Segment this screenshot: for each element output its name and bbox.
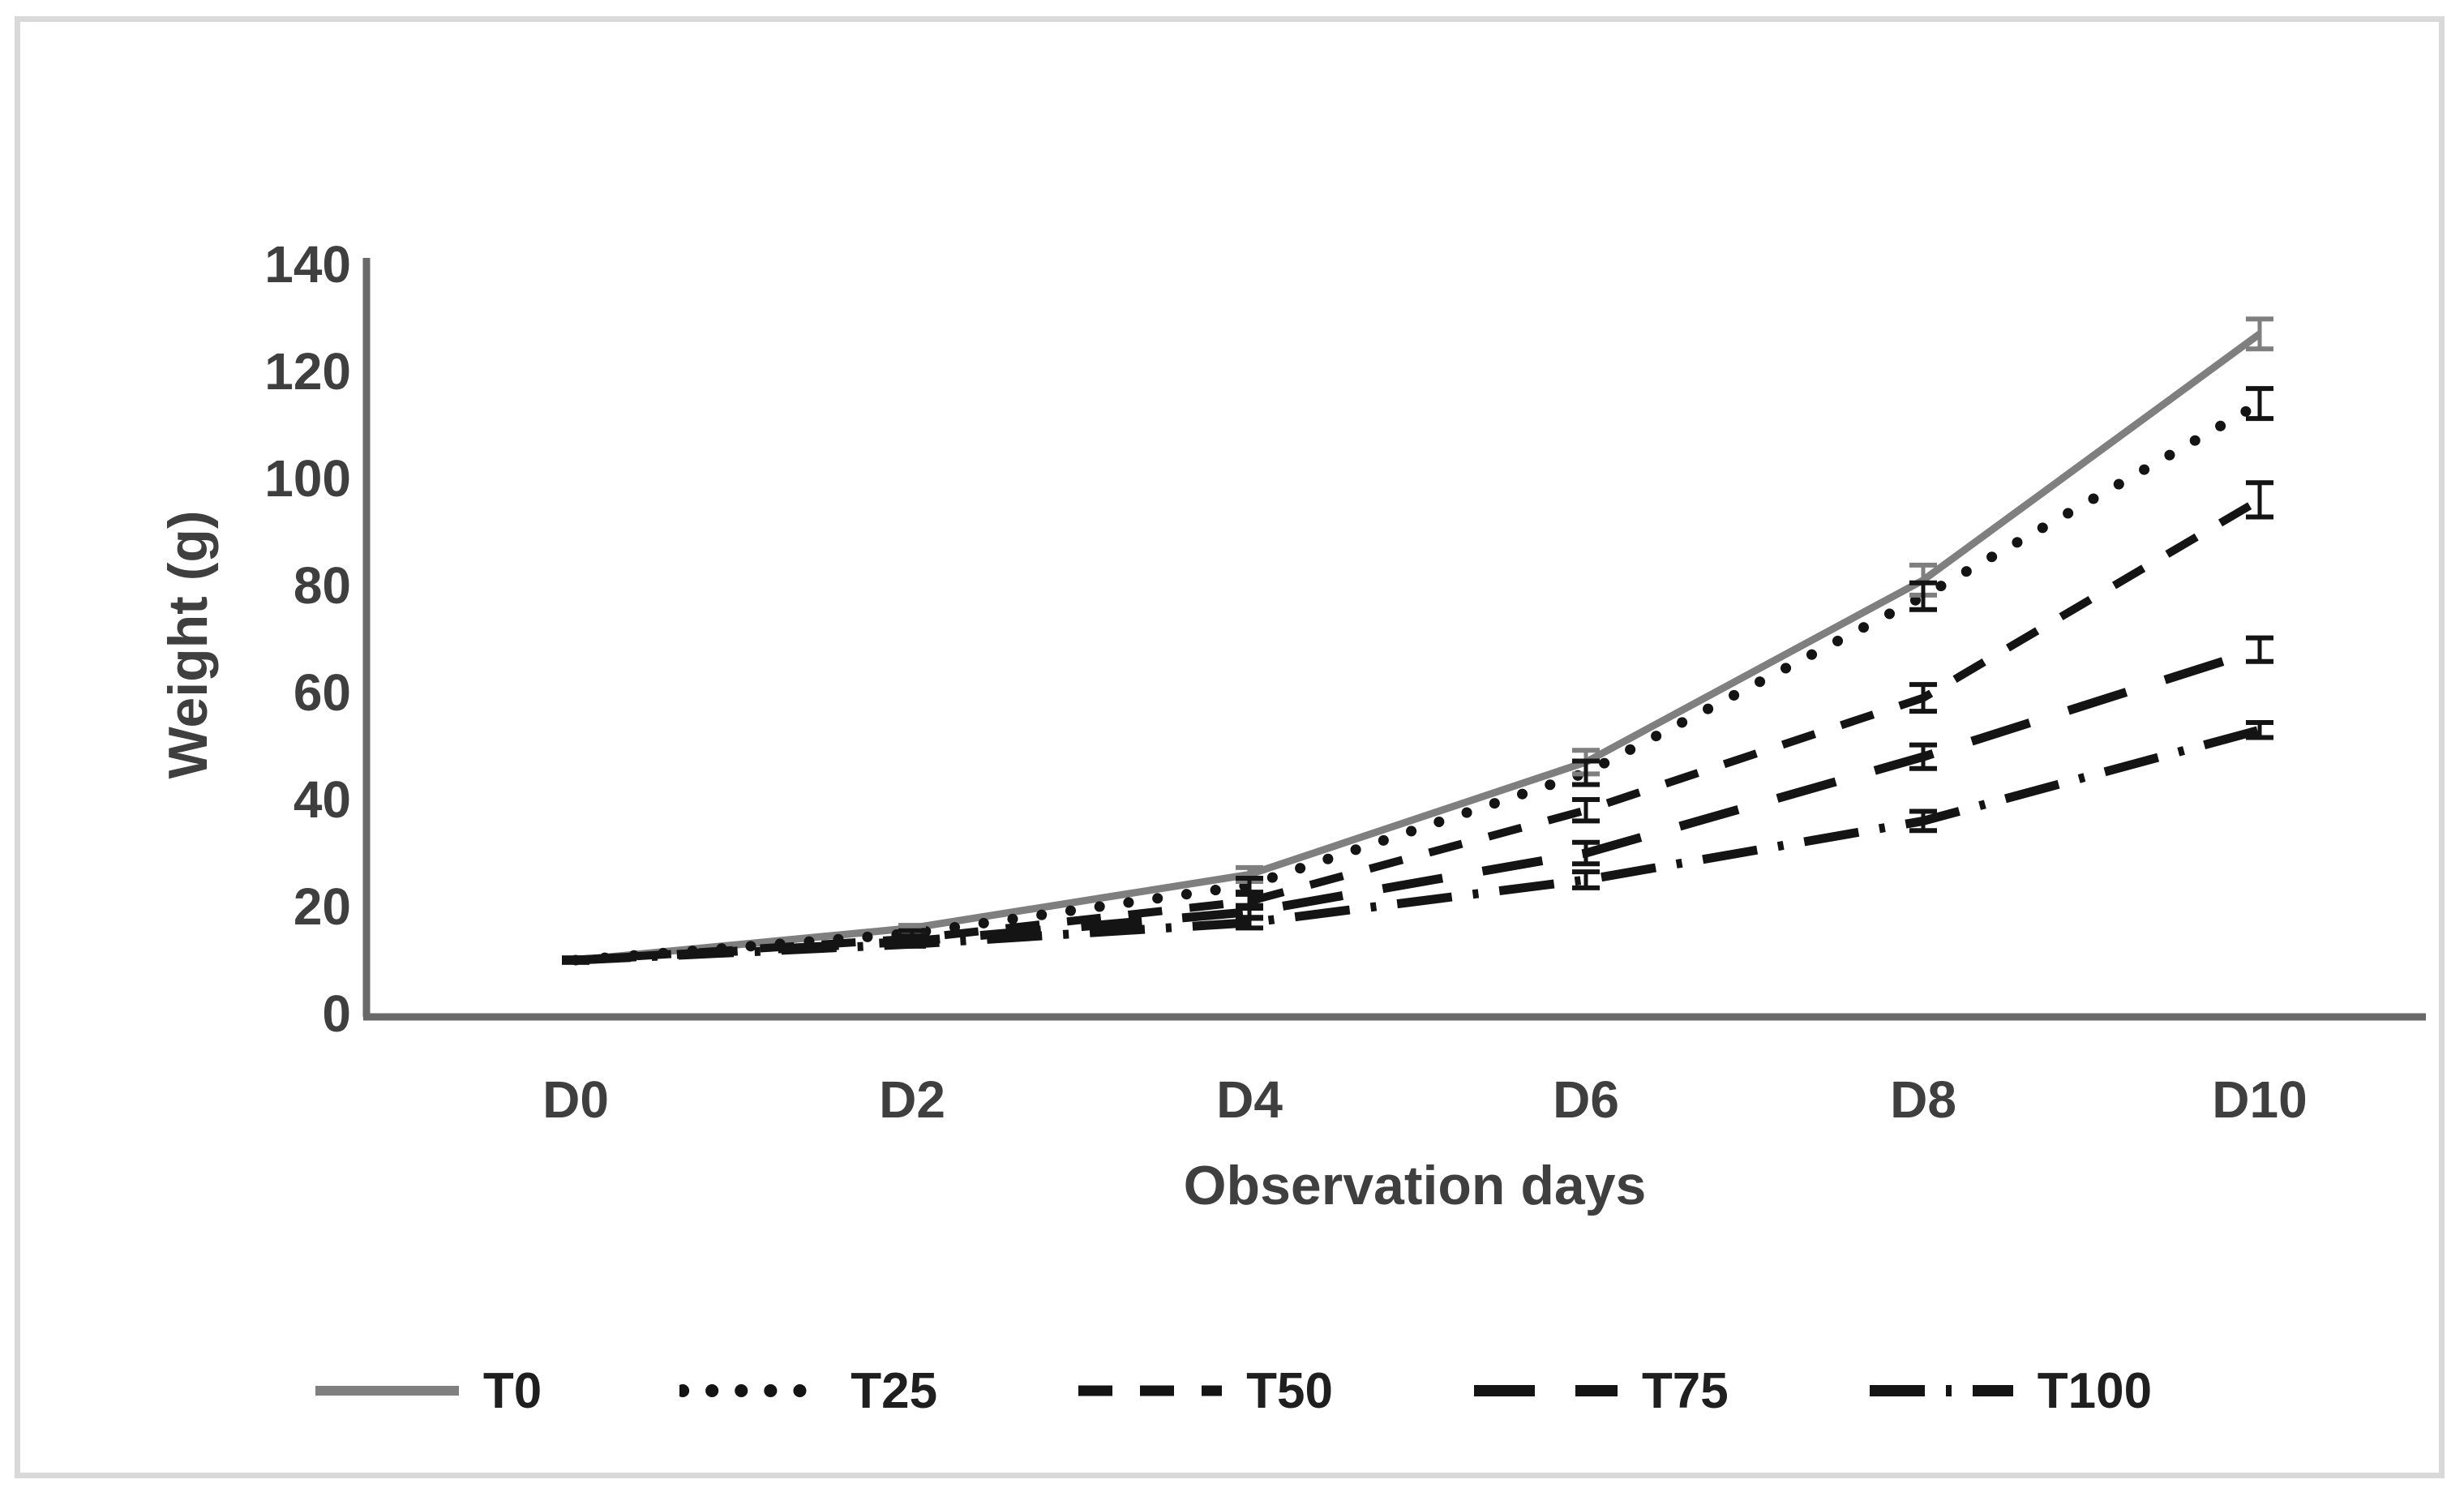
- y-tick-label: 120: [264, 342, 351, 401]
- y-axis-title: Weight (g): [157, 510, 219, 779]
- x-tick-label: D2: [879, 1070, 945, 1129]
- series-line-T100: [575, 725, 2261, 965]
- x-tick-label: D8: [1890, 1070, 1956, 1129]
- y-tick-label: 100: [264, 449, 351, 508]
- x-tick-labels: D0 D2 D4 D6 D8 D10: [542, 1070, 2308, 1129]
- legend-item-T50: T50: [1075, 1362, 1333, 1420]
- legend-label-T25: T25: [851, 1362, 938, 1419]
- x-tick-label: D10: [2212, 1070, 2307, 1129]
- series-line-T0: [575, 331, 2262, 964]
- y-tick-labels: 0 20 40 60 80 100 120 140: [264, 235, 351, 1043]
- x-tick-label: D4: [1216, 1070, 1283, 1129]
- y-tick-label: 0: [322, 984, 351, 1043]
- series-line-T50: [575, 496, 2262, 964]
- legend-item-T100: T100: [1866, 1362, 2152, 1420]
- legend-item-T25: T25: [679, 1362, 937, 1420]
- error-bars-T100: [562, 719, 2273, 964]
- legend-line-sample-T100: [1869, 1385, 2013, 1396]
- y-tick-label: 80: [294, 556, 351, 615]
- legend-label-T50: T50: [1246, 1362, 1333, 1419]
- y-tick-label: 60: [294, 663, 351, 722]
- series-line-T75: [575, 645, 2261, 965]
- legend-line-sample-T75: [1473, 1385, 1618, 1396]
- legend-line-sample-T50: [1078, 1385, 1223, 1396]
- legend-label-T100: T100: [2037, 1362, 2153, 1419]
- x-tick-label: D6: [1553, 1070, 1619, 1129]
- legend-line-sample-T0: [315, 1386, 459, 1396]
- legend-label-T75: T75: [1641, 1362, 1729, 1419]
- x-tick-label: D0: [542, 1070, 609, 1129]
- legend-label-T0: T0: [482, 1362, 542, 1419]
- legend-item-T0: T0: [312, 1362, 542, 1420]
- y-tick-label: 140: [264, 235, 351, 294]
- x-axis-title: Observation days: [1183, 1155, 1647, 1216]
- legend-item-T75: T75: [1471, 1362, 1729, 1420]
- axes: [362, 258, 2426, 1021]
- error-bars-T25: [562, 386, 2273, 965]
- y-tick-label: 40: [294, 770, 351, 829]
- series-line-T25: [570, 398, 2265, 966]
- chart-legend: T0 T25 T50 T75 T100: [0, 1346, 2464, 1435]
- legend-line-sample-T25: [679, 1384, 830, 1397]
- y-tick-label: 20: [294, 877, 351, 936]
